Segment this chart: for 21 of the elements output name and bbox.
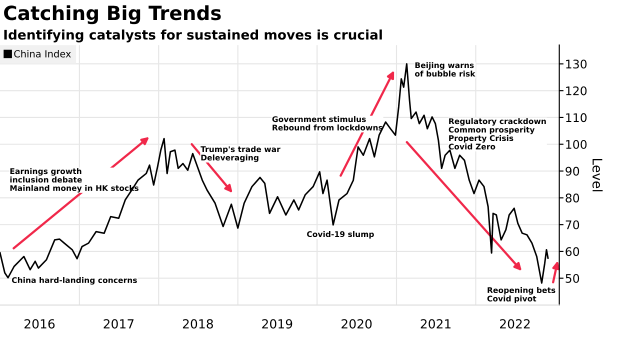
y-tick-label: 90 bbox=[566, 166, 580, 176]
x-tick-label: 2019 bbox=[262, 319, 292, 329]
x-tick-label: 2020 bbox=[342, 319, 372, 329]
line-series bbox=[0, 63, 549, 284]
y-tick-label: 80 bbox=[566, 194, 580, 202]
y-tick-label: 50 bbox=[566, 274, 580, 283]
y-tick-label: 130 bbox=[566, 60, 587, 69]
x-tick-label: 2017 bbox=[104, 319, 134, 329]
y-tick-label: 60 bbox=[566, 247, 580, 256]
x-tick-label: 2016 bbox=[24, 319, 55, 329]
chart-title: Catching Big Trends bbox=[4, 5, 221, 24]
y-axis-title: Level bbox=[592, 158, 603, 192]
x-tick-label: 2021 bbox=[420, 319, 451, 329]
legend-label: China Index bbox=[14, 50, 71, 58]
y-tick-label: 120 bbox=[566, 86, 587, 96]
y-tick-label: 110 bbox=[566, 113, 587, 122]
chart-subtitle: Identifying catalysts for sustained moves is crucial bbox=[4, 29, 382, 42]
y-tick-label: 70 bbox=[566, 220, 580, 230]
x-tick-label: 2022 bbox=[500, 319, 530, 329]
x-tick-label: 2018 bbox=[182, 319, 213, 329]
y-tick-label: 100 bbox=[566, 140, 587, 149]
